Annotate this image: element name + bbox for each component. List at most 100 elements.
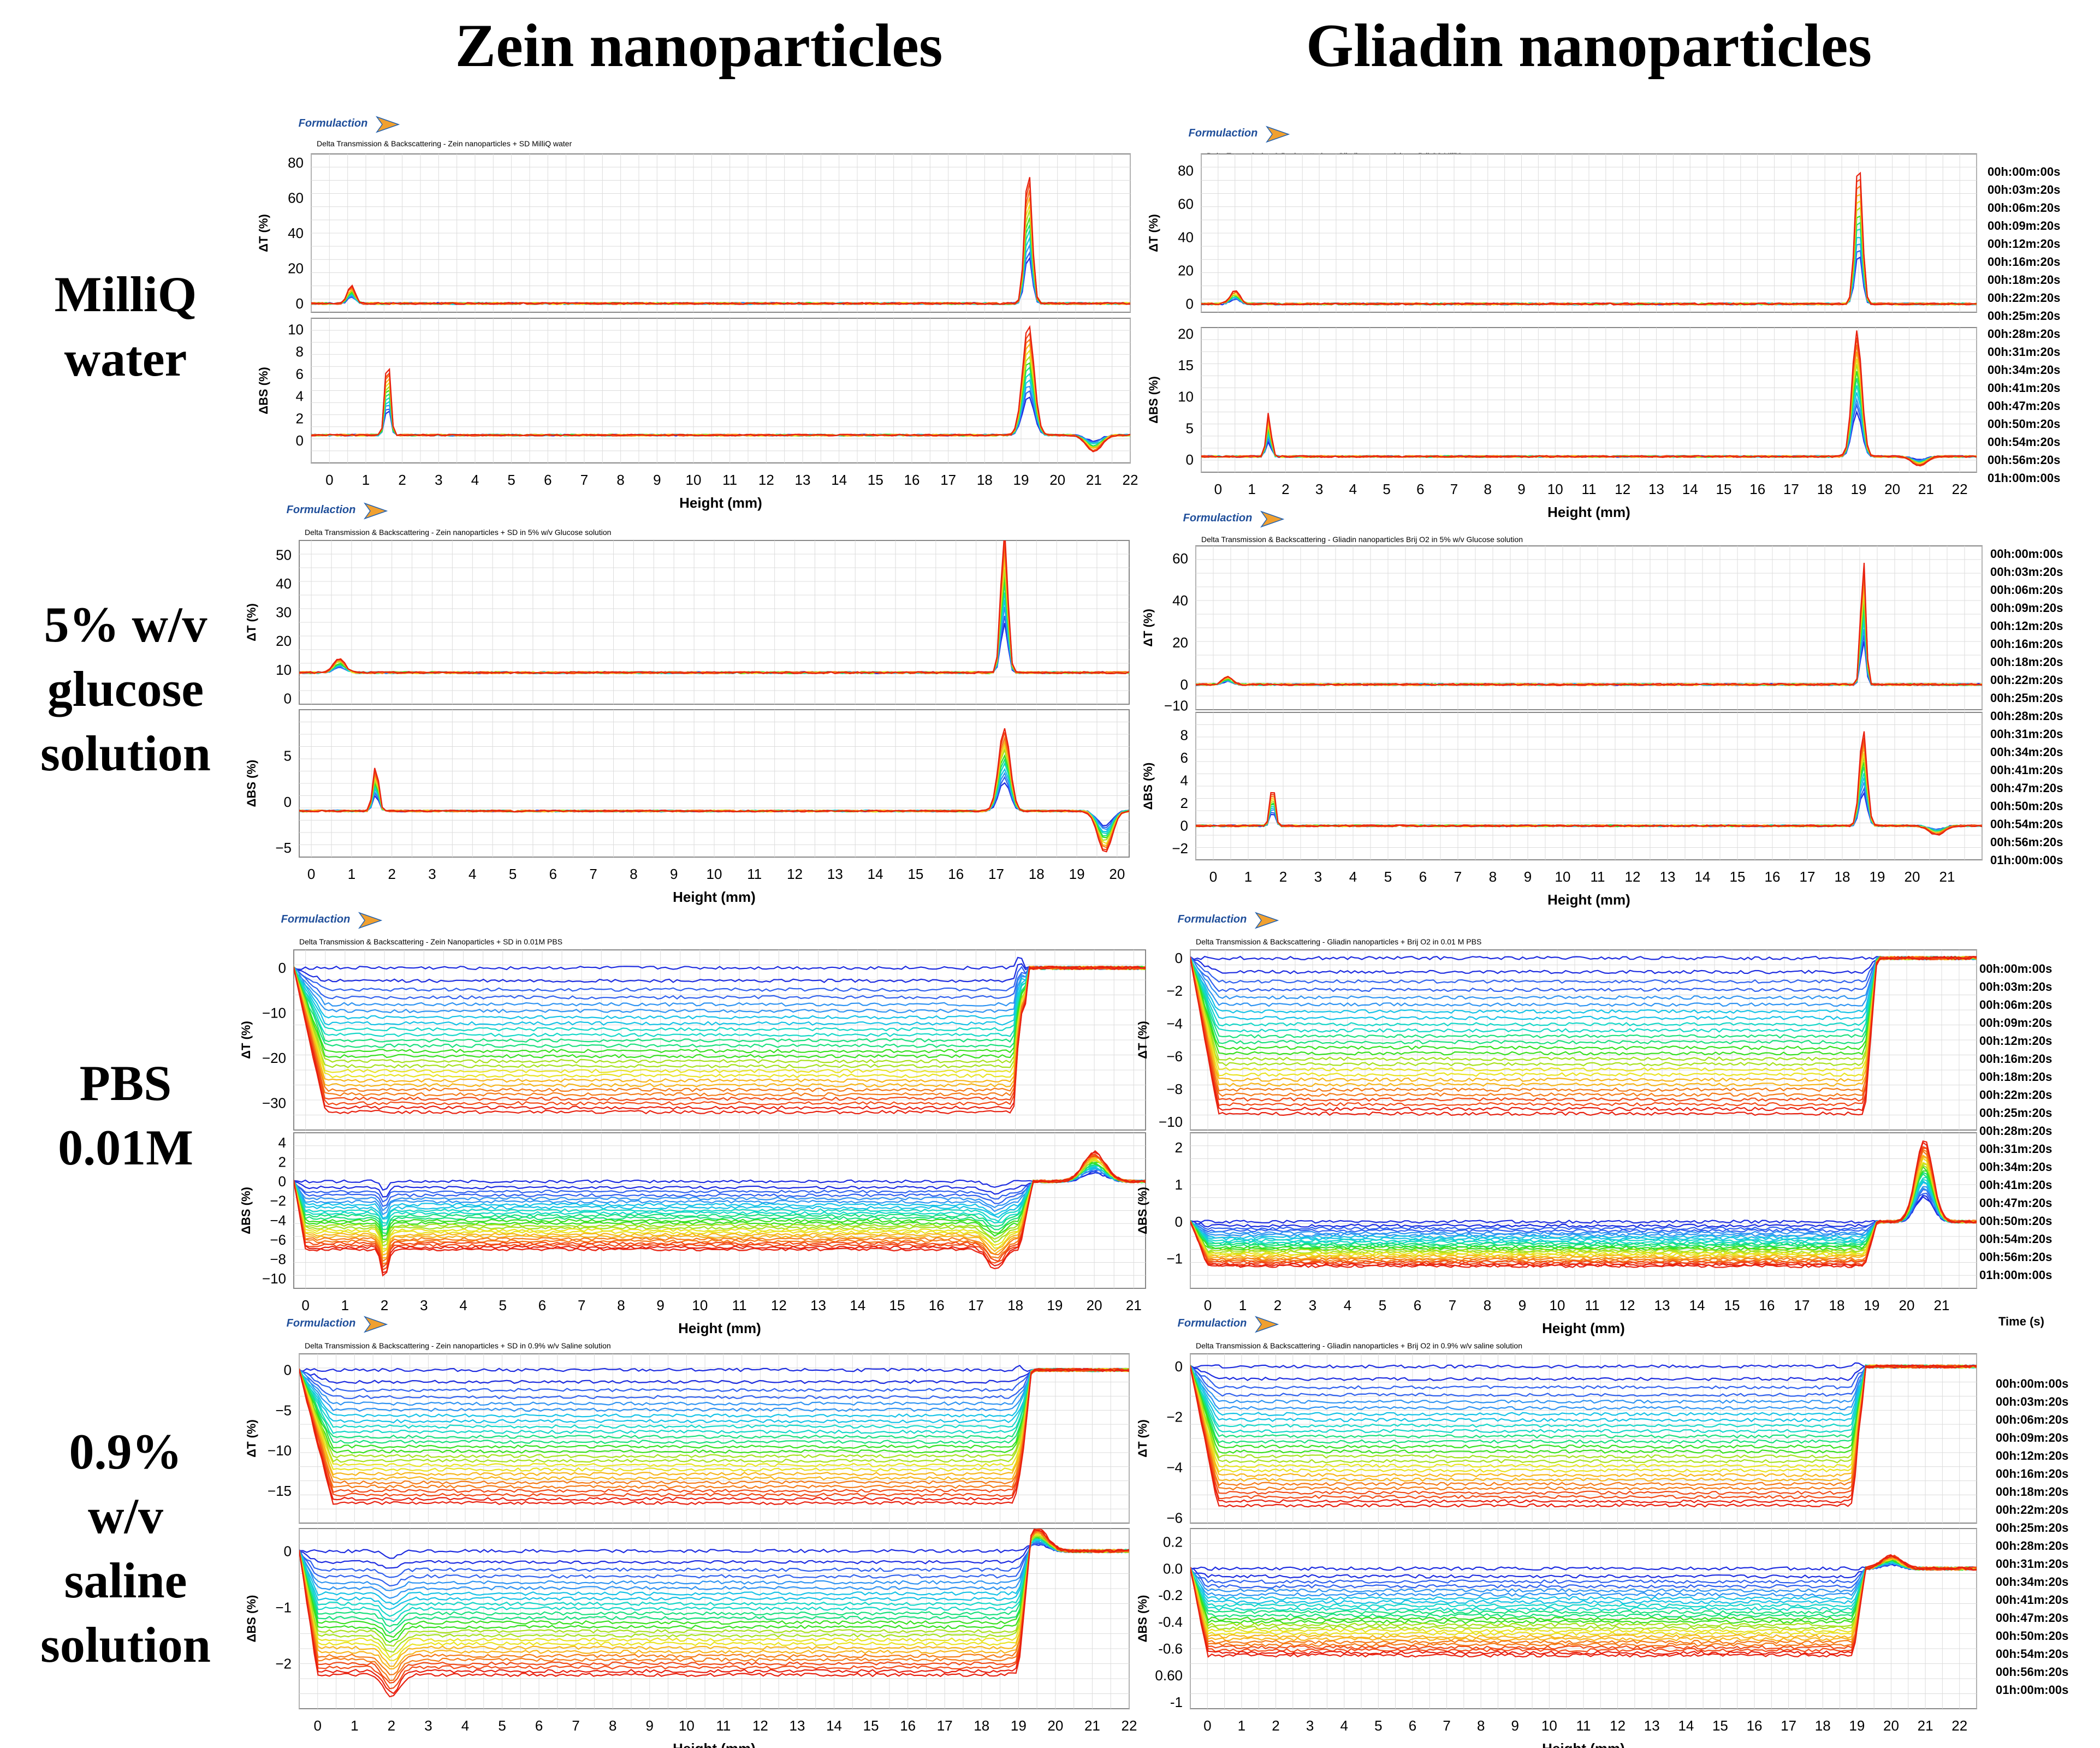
legend-time-entry: 00h:41m:20s — [1979, 1178, 2052, 1192]
x-tick-label: 21 — [1918, 1717, 1933, 1734]
legend-time-entry: 00h:28m:20s — [1979, 1124, 2052, 1138]
data-series-line — [1190, 1562, 1977, 1589]
y-tick-label: 8 — [296, 343, 304, 360]
x-tick-label: 17 — [1783, 481, 1799, 497]
legend-time-entry: 00h:00m:00s — [1996, 1377, 2069, 1390]
y-tick-label: −6 — [1166, 1048, 1183, 1065]
data-series-line — [294, 965, 1146, 1014]
x-tick-label: 14 — [826, 1717, 842, 1734]
data-series-line — [294, 965, 1146, 1106]
x-tick-label: 12 — [787, 866, 803, 882]
column-title-zein: Zein nanoparticles — [455, 12, 943, 80]
x-tick-label: 16 — [1749, 481, 1765, 497]
data-series-line — [299, 1542, 1129, 1569]
x-tick-label: 20 — [1087, 1297, 1102, 1313]
x-tick-label: 17 — [1800, 869, 1816, 885]
x-tick-label: 14 — [1695, 869, 1711, 885]
x-tick-label: 6 — [1419, 869, 1427, 885]
x-tick-label: 13 — [795, 472, 811, 488]
data-series-line — [294, 965, 1146, 1092]
data-series-line — [1190, 955, 1977, 1087]
data-series-line — [299, 1531, 1129, 1681]
data-series-line — [1190, 1162, 1977, 1256]
x-tick-label: 9 — [1518, 1297, 1526, 1313]
x-tick-label: 6 — [544, 472, 551, 488]
data-series-line — [1201, 171, 1977, 306]
data-series-line — [294, 1154, 1146, 1265]
y-tick-label: 0 — [1186, 296, 1194, 312]
data-series-line — [299, 1364, 1129, 1372]
x-tick-label: 19 — [1864, 1297, 1880, 1313]
legend-time-entry: 00h:06m:20s — [1988, 201, 2061, 215]
y-tick-label: −5 — [275, 1402, 292, 1418]
legend-time-entry: 00h:25m:20s — [1996, 1521, 2069, 1535]
x-tick-label: 17 — [968, 1297, 984, 1313]
legend-time-entry: 00h:50m:20s — [1990, 799, 2063, 813]
series-group — [311, 177, 1130, 305]
chart-zein-glucose: Formulaction Delta Transmission & Backsca… — [245, 502, 1130, 905]
y-axis-label: ΔT (%) — [245, 1419, 258, 1458]
data-series-line — [294, 965, 1146, 1059]
x-tick-label: 19 — [1011, 1717, 1027, 1734]
data-series-line — [1196, 562, 1982, 686]
y-tick-label: 15 — [1178, 357, 1194, 373]
x-tick-label: 20 — [1905, 869, 1920, 885]
data-series-line — [294, 965, 1146, 992]
data-series-line — [1190, 956, 1977, 1000]
data-series-line — [299, 1368, 1129, 1393]
x-tick-label: 4 — [468, 866, 476, 882]
chart-zein-milliq: Formulaction Delta Transmission & Backsca… — [257, 116, 1138, 511]
data-series-line — [294, 965, 1146, 1110]
data-series-line — [299, 1368, 1129, 1489]
series-group — [299, 540, 1129, 675]
legend-time-entry: 00h:12m:20s — [1979, 1034, 2052, 1048]
data-series-line — [1190, 1561, 1977, 1584]
brand-logo-text: Formulaction — [1178, 913, 1247, 925]
x-tick-label: 7 — [572, 1717, 579, 1734]
y-tick-label: −15 — [268, 1483, 292, 1499]
data-series-line — [1190, 956, 1977, 1102]
x-tick-label: 8 — [1484, 1297, 1491, 1313]
x-tick-label: 1 — [1244, 869, 1252, 885]
x-tick-label: 15 — [907, 866, 923, 882]
time-legend-saline: 00h:00m:00s 00h:03m:20s 00h:06m:20s 00h:09m… — [1996, 1375, 2068, 1699]
y-tick-label: 0 — [1175, 1358, 1183, 1375]
y-tick-label: −4 — [1166, 1459, 1183, 1476]
legend-time-entry: 00h:22m:20s — [1979, 1088, 2052, 1102]
data-series-line — [294, 965, 1146, 1101]
y-tick-label: 50 — [276, 546, 292, 563]
data-series-line — [1190, 956, 1977, 984]
data-series-line — [294, 966, 1146, 1088]
legend-time-entry: 00h:28m:20s — [1996, 1539, 2069, 1553]
data-series-line — [1190, 1173, 1977, 1246]
data-series-line — [1190, 1170, 1977, 1250]
x-tick-label: 8 — [1484, 481, 1492, 497]
data-series-line — [1190, 956, 1977, 1033]
x-tick-label: 1 — [348, 866, 355, 882]
data-series-line — [1190, 955, 1977, 1050]
data-series-line — [1201, 330, 1977, 466]
data-series-line — [1190, 1362, 1977, 1369]
y-tick-label: 4 — [278, 1134, 286, 1151]
x-tick-label: 9 — [1517, 481, 1525, 497]
data-series-line — [1190, 1364, 1977, 1495]
y-tick-label: -1 — [1170, 1694, 1183, 1710]
y-tick-label: −6 — [1166, 1510, 1183, 1526]
x-tick-label: 3 — [1314, 869, 1322, 885]
y-tick-label: 6 — [1180, 750, 1188, 766]
chart-title: Delta Transmission & Backscattering - Gl… — [1196, 937, 1481, 946]
data-series-line — [294, 1155, 1146, 1268]
data-series-line — [1190, 1187, 1977, 1235]
y-tick-label: 10 — [288, 321, 304, 337]
data-series-line — [299, 1368, 1129, 1424]
legend-time-entry: 00h:28m:20s — [1988, 327, 2061, 341]
data-series-line — [294, 965, 1146, 1064]
data-series-line — [1190, 1554, 1977, 1652]
y-axis-label: ΔBS (%) — [245, 760, 258, 807]
x-tick-label: 8 — [1477, 1717, 1485, 1734]
series-group — [1196, 731, 1982, 836]
y-axis-label: ΔBS (%) — [1136, 1187, 1149, 1234]
legend-time-entry: 00h:18m:20s — [1990, 655, 2063, 669]
data-series-line — [294, 1165, 1146, 1227]
x-tick-label: 18 — [1007, 1297, 1023, 1313]
